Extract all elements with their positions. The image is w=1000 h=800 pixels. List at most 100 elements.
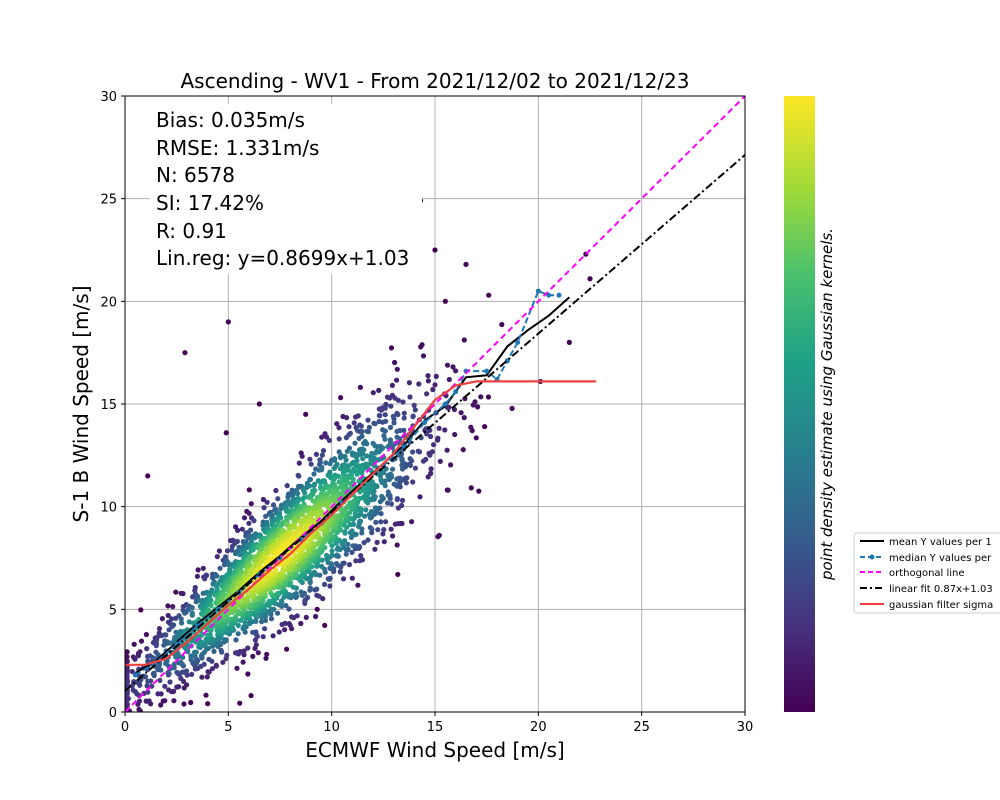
scatter-point <box>346 562 353 568</box>
scatter-point <box>286 606 292 612</box>
scatter-point <box>311 471 317 477</box>
scatter-point <box>319 557 325 563</box>
scatter-point <box>381 527 387 533</box>
scatter-point <box>349 575 355 581</box>
scatter-point <box>250 653 256 660</box>
scatter-point <box>478 394 484 400</box>
legend-label-median: median Y values per <box>889 553 992 564</box>
scatter-point <box>391 420 397 426</box>
median-marker <box>546 292 552 298</box>
scatter-point <box>460 447 466 453</box>
scatter-point <box>382 436 388 442</box>
scatter-point <box>461 415 467 421</box>
scatter-point <box>158 667 164 673</box>
scatter-point <box>357 558 363 564</box>
scatter-point <box>407 456 413 462</box>
scatter-point <box>415 448 421 454</box>
scatter-outlier <box>442 298 448 304</box>
median-marker <box>535 288 541 294</box>
scatter-point <box>295 491 301 497</box>
scatter-point <box>270 633 276 639</box>
scatter-point <box>188 699 194 706</box>
scatter-point <box>382 405 388 411</box>
scatter-outlier <box>225 319 231 325</box>
scatter-point <box>372 421 378 427</box>
scatter-point <box>275 496 281 502</box>
scatter-point <box>214 573 220 579</box>
scatter-point <box>435 435 441 441</box>
series-lines <box>125 96 745 712</box>
scatter-point <box>176 660 182 666</box>
scatter-point <box>348 534 354 541</box>
median-marker <box>422 419 428 425</box>
scatter-point <box>278 522 285 528</box>
scatter-point <box>248 501 254 507</box>
scatter-point <box>347 521 353 528</box>
scatter-point <box>189 671 195 678</box>
scatter-point <box>357 518 363 524</box>
scatter-point <box>179 620 185 626</box>
scatter-point <box>214 627 220 634</box>
scatter-point <box>360 456 366 462</box>
scatter-point <box>144 683 150 689</box>
scatter-point <box>278 506 284 512</box>
scatter-point <box>191 649 198 656</box>
scatter-point <box>306 483 313 489</box>
scatter-point <box>222 637 228 643</box>
stats-r: R: 0.91 <box>156 219 227 243</box>
scatter-outlier <box>314 606 320 612</box>
scatter-point <box>329 548 335 554</box>
median-marker <box>453 389 459 395</box>
scatter-point <box>323 460 329 466</box>
scatter-point <box>382 428 388 434</box>
scatter-point <box>458 410 464 416</box>
scatter-point <box>157 677 163 684</box>
scatter-point <box>189 612 195 618</box>
stats-rmse: RMSE: 1.331m/s <box>156 136 319 160</box>
scatter-point <box>240 659 246 665</box>
scatter-point <box>125 654 130 660</box>
scatter-point <box>170 622 177 628</box>
scatter-point <box>131 641 137 647</box>
scatter-point <box>233 637 239 643</box>
scatter-point <box>380 419 386 425</box>
scatter-point <box>321 581 328 588</box>
scatter-point <box>268 611 274 617</box>
scatter-point <box>347 530 353 536</box>
scatter-point <box>375 527 381 533</box>
scatter-point <box>468 424 474 430</box>
scatter-point <box>406 380 412 386</box>
scatter-point <box>346 463 352 469</box>
scatter-point <box>178 675 184 682</box>
scatter-point <box>174 684 180 690</box>
x-tick-label: 10 <box>323 720 340 735</box>
scatter-point <box>355 413 361 419</box>
scatter-point <box>331 457 338 463</box>
scatter-point <box>241 648 247 654</box>
scatter-point <box>270 512 276 518</box>
scatter-point <box>285 494 291 500</box>
scatter-point <box>278 598 285 604</box>
scatter-point <box>203 692 209 698</box>
scatter-point <box>261 505 267 511</box>
scatter-point <box>394 434 400 440</box>
scatter-point <box>138 638 145 644</box>
scatter-point <box>340 560 346 567</box>
scatter-point <box>243 539 249 545</box>
scatter-outlier <box>395 571 401 578</box>
scatter-point <box>373 519 379 525</box>
scatter-point <box>129 668 135 675</box>
scatter-point <box>407 394 413 400</box>
scatter-point <box>290 524 296 531</box>
scatter-point <box>470 402 476 408</box>
legend: mean Y values per 1 median Y values per … <box>853 532 1000 614</box>
scatter-point <box>359 428 365 435</box>
scatter-point <box>412 407 418 413</box>
scatter-point <box>430 386 436 393</box>
scatter-point <box>241 652 247 658</box>
scatter-point <box>290 584 296 590</box>
scatter-outlier <box>587 276 593 282</box>
scatter-point <box>259 619 265 625</box>
y-tick-label: 15 <box>100 398 117 413</box>
scatter-point <box>245 671 251 677</box>
